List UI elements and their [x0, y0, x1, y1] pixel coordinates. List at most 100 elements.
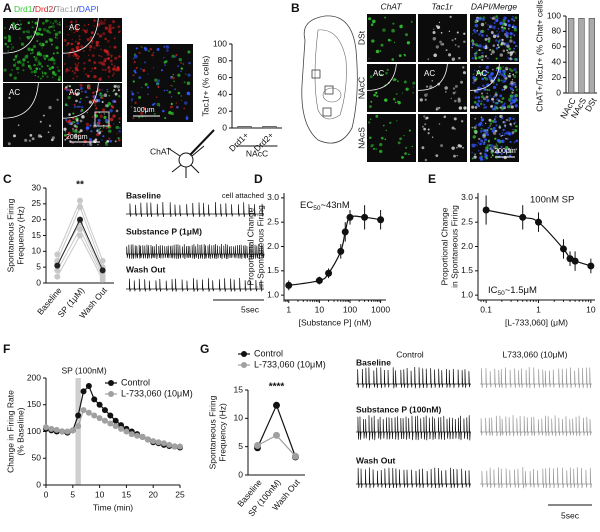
- point: [75, 412, 82, 419]
- cell-signal: [495, 83, 498, 86]
- cell-signal: [153, 67, 155, 69]
- cell-signal: [513, 41, 516, 44]
- label: 100: [213, 38, 227, 48]
- cell-signal: [72, 129, 76, 133]
- cell-signal: [515, 125, 518, 128]
- label: 150: [27, 399, 41, 409]
- cell-signal: [502, 49, 506, 53]
- cell-signal: [512, 24, 515, 27]
- cell-signal: [144, 61, 147, 64]
- annotation-part: IC: [488, 285, 498, 296]
- legend-marker: [108, 391, 114, 397]
- cell-signal: [375, 148, 378, 150]
- cell-signal: [504, 148, 507, 151]
- cell-signal: [512, 73, 515, 76]
- cell-signal: [479, 138, 482, 141]
- cell-signal: [32, 44, 37, 49]
- cell-signal: [182, 63, 184, 65]
- cell-signal: [471, 127, 473, 129]
- cell-signal: [504, 124, 507, 127]
- cell-signal: [500, 119, 502, 121]
- cell-signal: [495, 69, 498, 72]
- cell-signal: [75, 119, 79, 122]
- cell-signal: [515, 139, 519, 143]
- cell-signal: [86, 96, 89, 99]
- cell-signal: [512, 50, 515, 53]
- cell-signal: [75, 21, 77, 23]
- cell-signal: [98, 54, 101, 57]
- cell-signal: [500, 42, 504, 46]
- cell-signal: [65, 86, 68, 89]
- cell-signal: [496, 43, 500, 47]
- cell-signal: [149, 47, 153, 51]
- cell-signal: [440, 43, 443, 46]
- label: 20: [32, 214, 42, 224]
- cell-signal: [6, 45, 10, 48]
- cell-signal: [113, 67, 116, 70]
- cell-signal: [116, 85, 121, 89]
- cell-signal: [163, 45, 166, 48]
- cell-signal: [163, 57, 165, 59]
- cell-signal: [73, 121, 76, 124]
- cell-signal: [29, 67, 33, 70]
- cell-signal: [472, 29, 476, 32]
- cell-signal: [482, 45, 486, 49]
- cell-signal: [512, 117, 515, 120]
- point: [48, 425, 55, 432]
- label: DAPI/Merge: [471, 1, 518, 11]
- label: 20: [552, 72, 562, 82]
- cell-signal: [3, 68, 7, 72]
- cell-signal: [397, 80, 399, 83]
- cell-signal: [499, 94, 503, 98]
- cell-signal: [38, 67, 41, 70]
- cell-signal: [27, 21, 31, 25]
- cell-signal: [89, 88, 91, 90]
- cell-signal: [164, 64, 166, 66]
- cell-signal: [506, 137, 509, 140]
- cell-signal: [64, 138, 67, 141]
- cell-signal: [75, 127, 78, 130]
- label: 10: [95, 489, 105, 499]
- cell-signal: [71, 70, 74, 72]
- cell-signal: [152, 52, 155, 54]
- cell-signal: [117, 69, 120, 72]
- cell-signal: [7, 142, 11, 146]
- cell-signal: [401, 155, 404, 159]
- cell-signal: [371, 39, 375, 43]
- cell-signal: [458, 57, 461, 60]
- cell-signal: [485, 43, 487, 45]
- cell-signal: [472, 76, 476, 80]
- cell-signal: [58, 21, 61, 23]
- cell-signal: [502, 128, 505, 132]
- cell-signal: [109, 108, 113, 113]
- cell-signal: [424, 158, 428, 162]
- label: 10: [315, 304, 325, 314]
- cell-signal: [50, 25, 53, 28]
- cell-signal: [484, 70, 488, 73]
- cell-signal: [41, 47, 43, 49]
- bar: [568, 18, 575, 94]
- cell-signal: [164, 117, 167, 120]
- stain: /: [76, 4, 79, 14]
- cell-signal: [79, 83, 83, 87]
- cell-signal: [492, 44, 496, 47]
- cell-signal: [80, 45, 84, 49]
- point: [85, 383, 92, 390]
- label: Substance P (1μM): [126, 226, 202, 236]
- point: [285, 281, 293, 289]
- label: (% Baseline): [15, 407, 25, 455]
- label: 5: [36, 261, 41, 271]
- cell-signal: [81, 91, 83, 93]
- label: 100: [343, 304, 357, 314]
- cell-signal: [444, 86, 448, 90]
- cell-signal: [98, 34, 103, 38]
- cell-signal: [449, 15, 452, 18]
- cell-signal: [116, 133, 118, 135]
- cell-signal: [479, 49, 482, 52]
- cell-signal: [58, 23, 61, 26]
- cell-signal: [100, 130, 102, 133]
- cell-signal: [106, 139, 110, 143]
- cell-signal: [479, 130, 483, 133]
- cell-signal: [109, 46, 111, 48]
- cell-signal: [454, 128, 456, 130]
